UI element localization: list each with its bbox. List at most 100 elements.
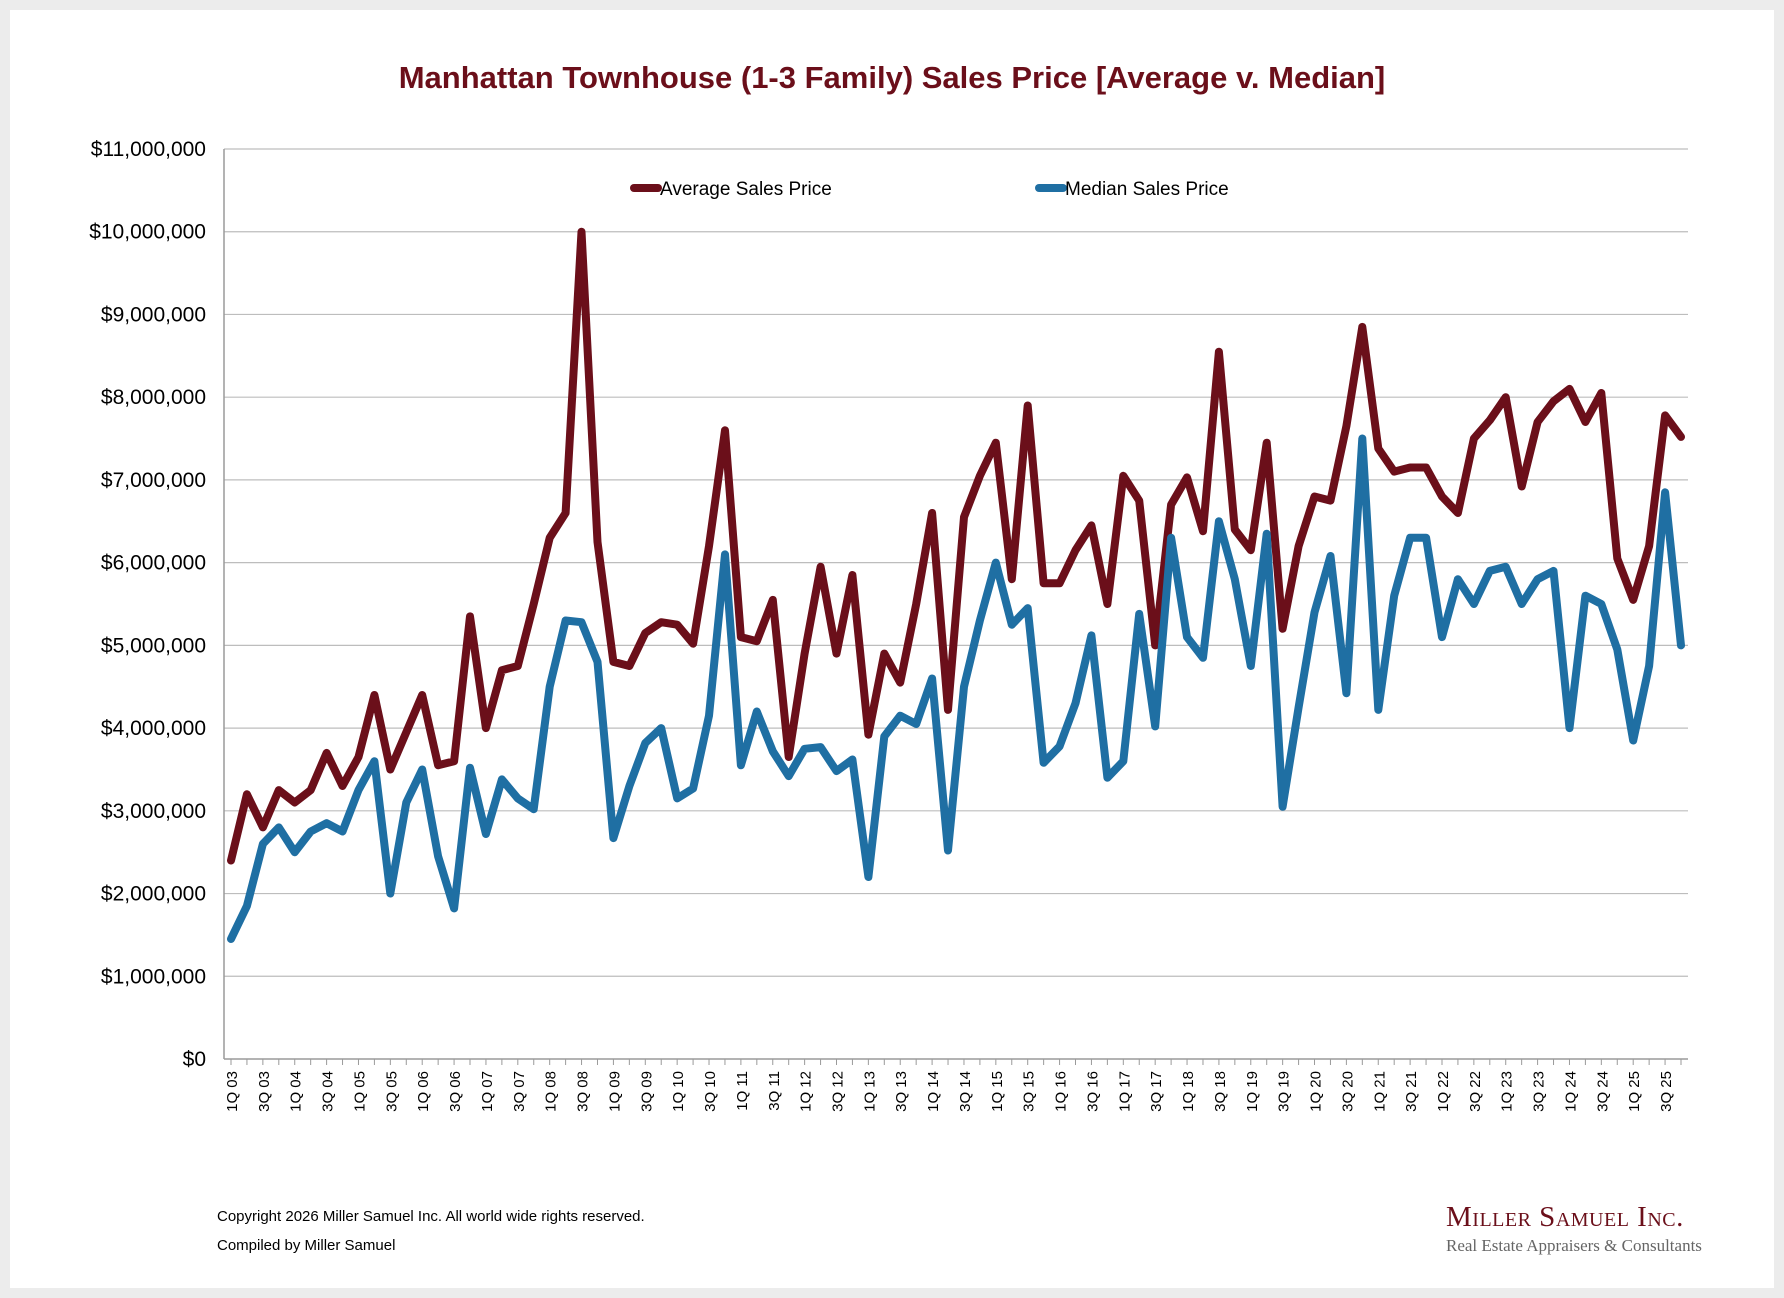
data-point xyxy=(1568,727,1570,729)
x-tick-label: 1Q 17 xyxy=(1116,1071,1133,1112)
x-tick-label: 1Q 24 xyxy=(1562,1071,1579,1112)
data-point xyxy=(963,516,965,518)
x-tick-label: 3Q 25 xyxy=(1658,1071,1675,1112)
data-point xyxy=(835,653,837,655)
compiled-by-text: Compiled by Miller Samuel xyxy=(217,1237,396,1254)
data-point xyxy=(596,541,598,543)
data-point xyxy=(310,789,312,791)
x-tick-label: 1Q 21 xyxy=(1371,1071,1388,1112)
data-point xyxy=(788,756,790,758)
data-point xyxy=(835,770,837,772)
data-point xyxy=(756,711,758,713)
y-tick-label: $6,000,000 xyxy=(101,552,206,575)
data-point xyxy=(1186,476,1188,478)
data-point xyxy=(995,562,997,564)
data-point xyxy=(1393,471,1395,473)
data-point xyxy=(1505,566,1507,568)
data-point xyxy=(1537,421,1539,423)
data-point xyxy=(1441,495,1443,497)
x-tick-label: 1Q 19 xyxy=(1244,1071,1261,1112)
y-tick-label: $8,000,000 xyxy=(101,386,206,409)
data-point xyxy=(612,837,614,839)
data-point xyxy=(326,822,328,824)
data-point xyxy=(1027,404,1029,406)
data-point xyxy=(469,767,471,769)
data-point xyxy=(1043,762,1045,764)
data-point xyxy=(469,615,471,617)
data-point xyxy=(867,876,869,878)
data-point xyxy=(1648,545,1650,547)
data-point xyxy=(373,760,375,762)
data-point xyxy=(1090,634,1092,636)
data-point xyxy=(1075,702,1077,704)
data-point xyxy=(1059,582,1061,584)
x-tick-label: 3Q 07 xyxy=(511,1071,528,1112)
data-point xyxy=(1361,326,1363,328)
x-tick-label: 1Q 06 xyxy=(415,1071,432,1112)
data-point xyxy=(1090,524,1092,526)
data-point xyxy=(915,603,917,605)
y-tick-label: $11,000,000 xyxy=(91,138,206,161)
x-tick-label: 3Q 22 xyxy=(1467,1071,1484,1112)
y-tick-label: $7,000,000 xyxy=(101,469,206,492)
data-point xyxy=(310,831,312,832)
data-point xyxy=(1616,649,1618,650)
data-point xyxy=(740,636,742,638)
x-tick-label: 3Q 18 xyxy=(1212,1071,1229,1112)
data-point xyxy=(931,677,933,679)
data-point xyxy=(692,643,694,645)
x-tick-label: 1Q 15 xyxy=(989,1071,1006,1112)
data-point xyxy=(453,760,455,762)
data-point xyxy=(1154,725,1156,727)
data-point xyxy=(1329,555,1331,557)
data-point xyxy=(421,768,423,770)
data-point xyxy=(708,715,710,717)
x-tick-label: 1Q 04 xyxy=(288,1071,305,1112)
x-tick-label: 3Q 23 xyxy=(1531,1071,1548,1112)
data-point xyxy=(357,789,359,791)
x-tick-label: 1Q 13 xyxy=(861,1071,878,1112)
data-point xyxy=(899,715,901,717)
data-point xyxy=(1234,578,1236,580)
data-point xyxy=(883,653,885,655)
data-point xyxy=(342,785,344,787)
data-point xyxy=(1106,603,1108,605)
data-point xyxy=(1537,578,1539,580)
series-line-average xyxy=(227,227,1685,865)
legend-label: Median Sales Price xyxy=(1065,179,1229,200)
data-point xyxy=(1170,537,1172,539)
x-tick-label: 3Q 06 xyxy=(447,1071,464,1112)
data-point xyxy=(1138,613,1140,615)
data-point xyxy=(899,682,901,684)
data-point xyxy=(1266,533,1268,535)
data-point xyxy=(565,512,567,514)
data-point xyxy=(1553,400,1555,402)
data-point xyxy=(804,748,806,750)
data-point xyxy=(389,893,391,895)
data-point xyxy=(851,574,853,576)
data-point xyxy=(533,603,535,605)
data-point xyxy=(628,665,630,667)
y-tick-label: $9,000,000 xyxy=(101,303,206,326)
x-tick-label: 3Q 09 xyxy=(638,1071,655,1112)
data-point xyxy=(931,512,933,514)
x-tick-label: 3Q 14 xyxy=(957,1071,974,1112)
x-tick-label: 1Q 25 xyxy=(1626,1071,1643,1112)
y-tick-label: $2,000,000 xyxy=(101,883,206,906)
data-point xyxy=(676,797,678,799)
data-point xyxy=(517,665,519,667)
data-point xyxy=(692,787,694,789)
data-point xyxy=(230,859,232,861)
data-point xyxy=(596,661,598,663)
data-point xyxy=(1489,570,1491,572)
data-point xyxy=(1138,500,1140,502)
data-point xyxy=(1632,599,1634,601)
data-point xyxy=(278,789,280,791)
data-point xyxy=(485,727,487,729)
data-point xyxy=(1027,607,1029,609)
data-point xyxy=(421,694,423,696)
data-point xyxy=(533,808,535,810)
data-point xyxy=(1568,388,1570,390)
data-point xyxy=(326,752,328,754)
